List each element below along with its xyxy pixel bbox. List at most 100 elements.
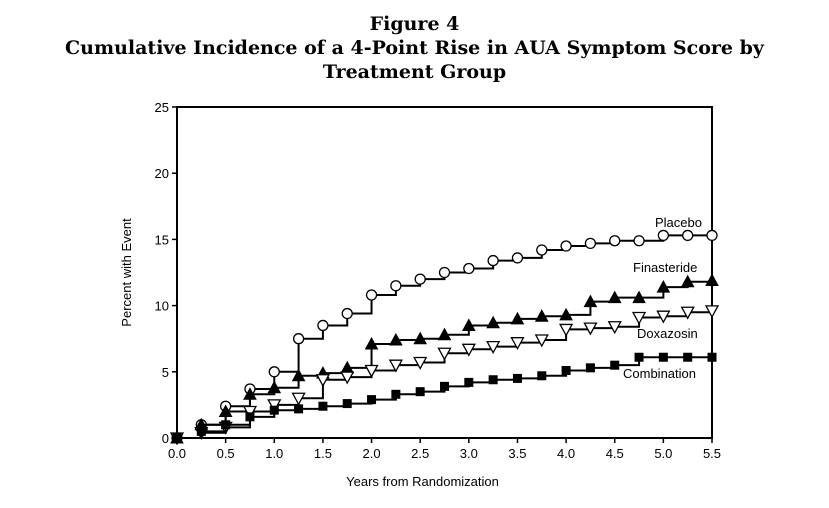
axes: 0.0 0.5 1.0 1.5 2.0 2.5 3.0 3.5 4.0 4.5 5.0 5.5 0 5 10… (155, 100, 722, 461)
x-tick-label: 2.5 (411, 446, 429, 461)
x-tick-label: 3.0 (460, 446, 478, 461)
data-point (291, 392, 306, 406)
data-point (583, 294, 598, 308)
data-point (707, 352, 717, 362)
data-point (511, 252, 524, 264)
data-point (196, 426, 206, 436)
data-point (487, 254, 499, 267)
data-point (658, 352, 668, 362)
series-placebo: Placebo (171, 215, 718, 444)
series-label-finasteride: Finasteride (633, 260, 697, 275)
data-point (560, 240, 572, 252)
data-point (537, 371, 547, 381)
data-point (656, 280, 671, 293)
data-point (682, 229, 694, 242)
data-point (632, 290, 646, 304)
data-point (340, 371, 355, 385)
data-point (657, 229, 670, 242)
data-point (267, 380, 282, 394)
y-tick-label: 25 (155, 100, 169, 115)
data-point (561, 365, 571, 375)
data-point (463, 262, 475, 275)
chart-title-text: Cumulative Incidence of a 4-Point Rise i… (65, 37, 764, 83)
x-tick-label: 5.5 (703, 446, 721, 461)
data-point (267, 399, 282, 413)
y-tick-label: 5 (162, 365, 169, 380)
data-point (534, 334, 549, 348)
data-point (704, 305, 720, 319)
data-point (461, 343, 476, 357)
y-axis-title: Percent with Event (119, 218, 134, 327)
data-point (461, 318, 476, 331)
x-tick-label: 4.5 (606, 446, 624, 461)
x-tick-label: 4.0 (557, 446, 575, 461)
data-point (583, 322, 598, 336)
data-point (558, 323, 574, 337)
data-point (172, 433, 182, 443)
data-point (536, 244, 548, 256)
data-point (364, 364, 379, 378)
data-point (415, 387, 425, 397)
x-tick-label: 0.0 (168, 446, 186, 461)
x-axis-title: Years from Randomization (346, 474, 499, 489)
data-point (683, 352, 693, 362)
x-tick-label: 2.0 (363, 446, 381, 461)
data-point (437, 347, 452, 361)
data-point (342, 399, 352, 409)
data-point (438, 266, 451, 279)
data-point (486, 340, 501, 355)
data-point (318, 401, 328, 411)
data-point (245, 412, 255, 422)
data-point (559, 307, 573, 321)
data-point (706, 229, 718, 242)
data-point (705, 273, 719, 286)
data-point (292, 333, 305, 345)
data-point (488, 375, 498, 385)
data-point (510, 311, 525, 325)
data-point (680, 306, 695, 320)
data-point (243, 387, 257, 400)
series-label-placebo: Placebo (655, 215, 702, 230)
chart-title: Cumulative Incidence of a 4-Point Rise i… (0, 36, 829, 84)
x-tick-label: 5.0 (654, 446, 672, 461)
data-point (607, 290, 622, 304)
x-tick-label: 0.5 (217, 446, 235, 461)
data-point (585, 363, 595, 373)
data-point (414, 273, 426, 285)
y-tick-label: 20 (155, 166, 169, 181)
y-tick-label: 15 (155, 232, 169, 247)
data-point (680, 274, 695, 288)
data-point (218, 404, 233, 418)
data-point (242, 405, 258, 419)
data-point (391, 389, 401, 399)
data-point (633, 235, 645, 247)
y-tick-label: 10 (155, 299, 169, 314)
series-label-combination: Combination (623, 366, 696, 381)
data-point (291, 368, 306, 382)
data-point (341, 307, 353, 320)
data-point (413, 331, 428, 345)
data-point (364, 336, 379, 350)
data-point (268, 366, 280, 378)
data-point (317, 319, 329, 332)
data-point (269, 405, 279, 415)
data-point (607, 321, 622, 335)
data-point (486, 315, 500, 329)
data-point (390, 280, 402, 292)
figure-label: Figure 4 (369, 13, 460, 35)
data-point (440, 381, 449, 391)
data-point (413, 356, 428, 370)
data-point (656, 310, 671, 324)
data-point (609, 235, 621, 247)
data-point (315, 374, 331, 388)
series-label-doxazosin: Doxazosin (637, 326, 698, 341)
series-combination: Combination (172, 352, 717, 443)
x-tick-label: 1.5 (314, 446, 332, 461)
data-point (365, 289, 378, 301)
data-point (389, 332, 403, 346)
data-point (221, 420, 231, 430)
data-point (512, 373, 522, 383)
data-point (367, 395, 377, 405)
data-point (634, 352, 644, 362)
